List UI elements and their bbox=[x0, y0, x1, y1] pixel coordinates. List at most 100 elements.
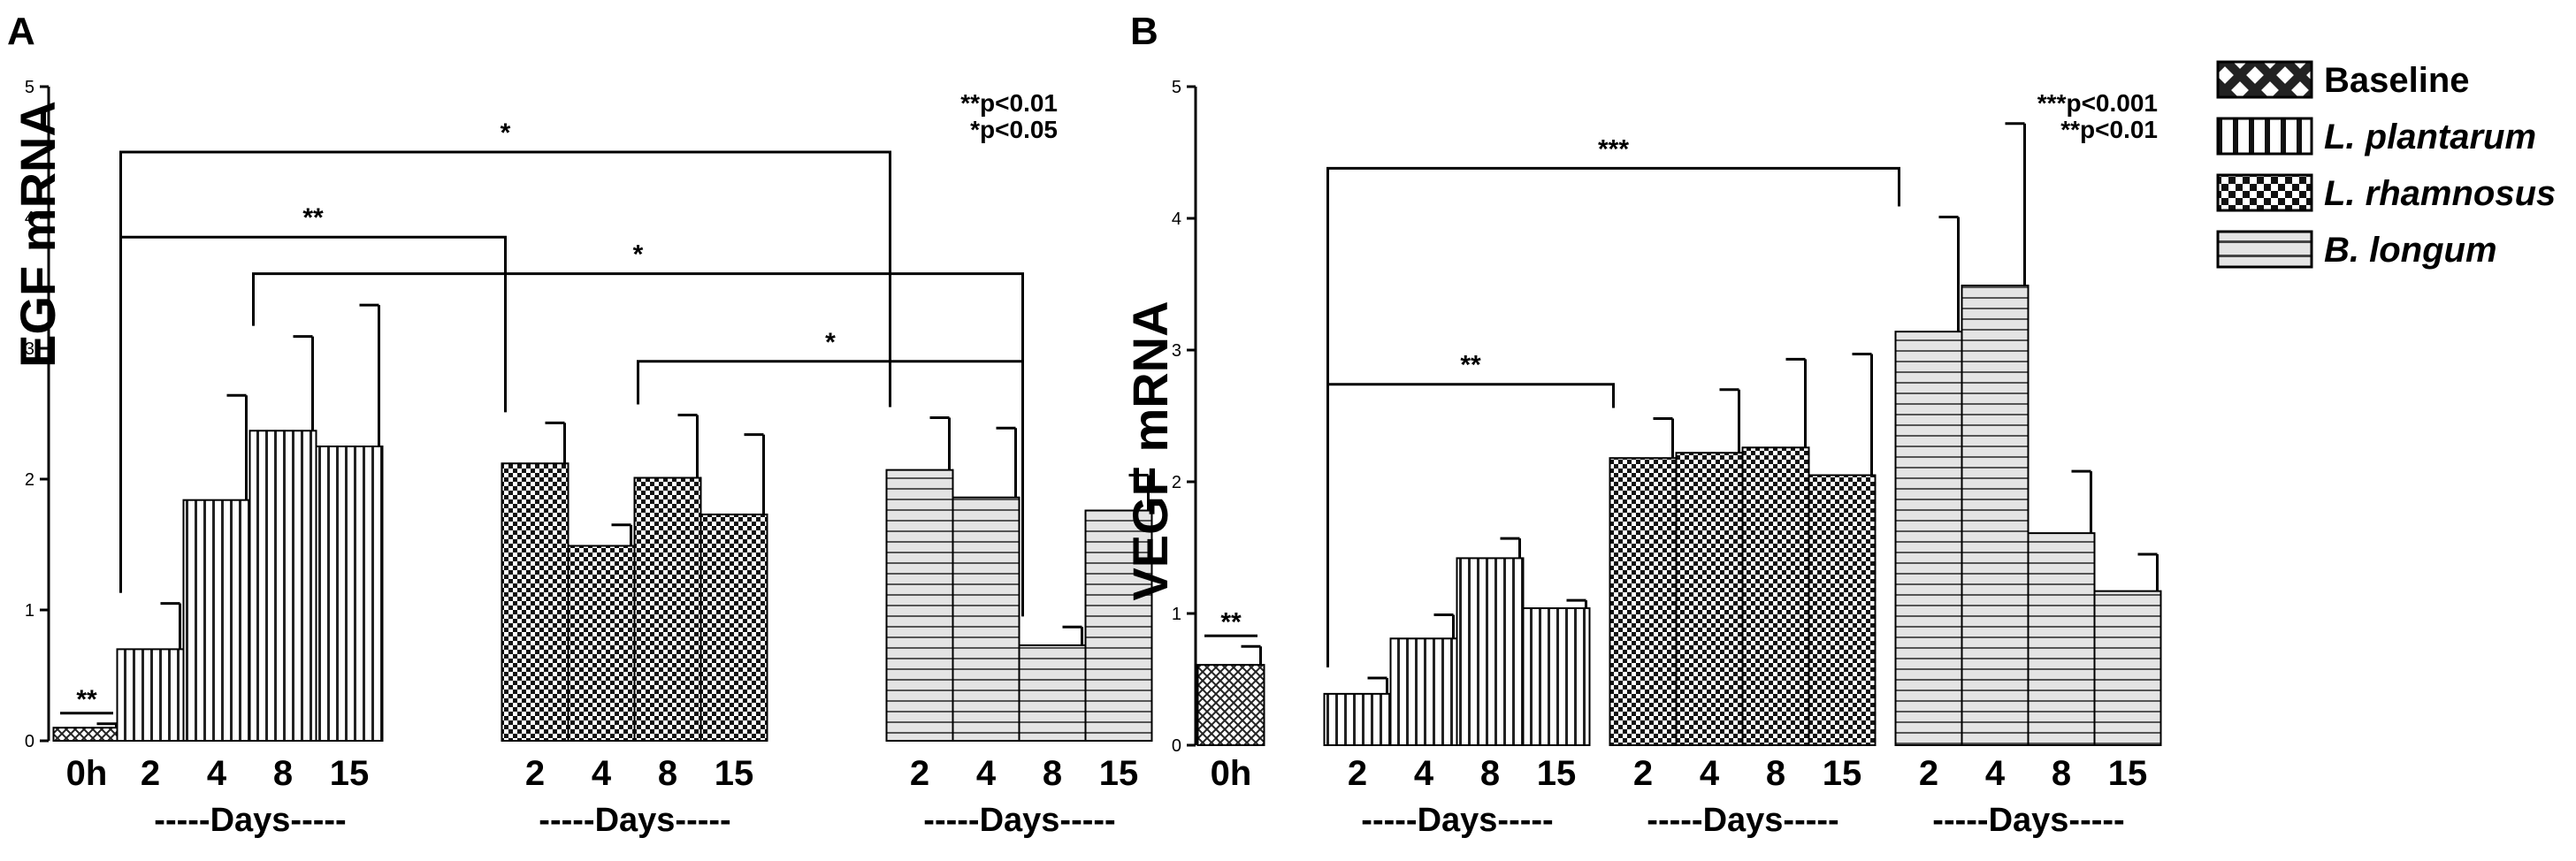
panel-a-significance: ******* bbox=[60, 118, 1024, 715]
panel-b-xtick-label: 2 bbox=[1919, 754, 1938, 793]
panel-b-xtick-label: 15 bbox=[1823, 754, 1862, 793]
panel-b-ytick-label: 3 bbox=[1172, 341, 1181, 361]
panel-a-ylabel: EGF mRNA bbox=[10, 101, 65, 368]
panel-a-pnote-1: **p<0.01 bbox=[960, 89, 1058, 117]
panel-b-xtick-label: 4 bbox=[1414, 754, 1434, 793]
panel-b-bar bbox=[2027, 532, 2096, 746]
panel-b-bar bbox=[1196, 664, 1265, 746]
panel-a-bars: 0h 2 4 8 15 2 4 8 15 2 4 8 15 -----Days----- -----Days… bbox=[52, 303, 1153, 839]
panel-b-bar bbox=[1609, 457, 1678, 746]
panel-a-days-label: -----Days----- bbox=[539, 802, 730, 839]
panel-a-ytick-label: 5 bbox=[25, 78, 34, 97]
panel-b-letter: B bbox=[1130, 10, 1158, 53]
panel-a-xtick-label: 4 bbox=[207, 754, 227, 793]
panel-a-ytick-label: 4 bbox=[25, 209, 34, 228]
panel-a-bar bbox=[248, 430, 317, 742]
panel-a-significance-label: * bbox=[501, 118, 511, 148]
panel-a-significance-label: * bbox=[633, 240, 644, 270]
panel-a-significance-bracket bbox=[637, 360, 1024, 617]
panel-b-xtick-label: 4 bbox=[1985, 754, 2006, 793]
panel-a-xtick-label: 8 bbox=[658, 754, 677, 793]
panel-a-bar bbox=[116, 648, 185, 743]
legend: Baseline L. plantarum L. rhamnosus B. lo… bbox=[2216, 60, 2556, 270]
panel-a-xtick-label: 15 bbox=[715, 754, 754, 793]
panel-b-bar bbox=[1741, 446, 1810, 746]
panel-a-xtick-label: 8 bbox=[273, 754, 293, 793]
panel-a-bar bbox=[633, 476, 702, 743]
panel-b-ytick-label: 1 bbox=[1172, 605, 1181, 624]
panel-a-xtick-label: 15 bbox=[330, 754, 370, 793]
panel-b-pnote-1: ***p<0.001 bbox=[2037, 89, 2158, 117]
panel-a-ytick-label: 1 bbox=[25, 601, 34, 621]
panel-a-significance-bracket bbox=[119, 235, 507, 593]
panel-b-significance-label: ** bbox=[1460, 351, 1481, 380]
panel-a-bar bbox=[501, 462, 569, 742]
panel-a-letter: A bbox=[7, 10, 35, 53]
panel-a-bar bbox=[315, 446, 384, 742]
panel-a-days-label: -----Days----- bbox=[154, 802, 346, 839]
panel-b-ytick-label: 5 bbox=[1172, 78, 1181, 97]
panel-a-bar bbox=[952, 496, 1020, 742]
panel-b-xtick-label: 15 bbox=[2108, 754, 2148, 793]
panel-a-ytick-label: 3 bbox=[25, 339, 34, 359]
panel-b-ylabel: VEGF mRNA bbox=[1122, 301, 1178, 600]
panel-b-days-label: -----Days----- bbox=[1932, 802, 2124, 839]
panel-a-xtick-label: 4 bbox=[592, 754, 612, 793]
legend-label-baseline: Baseline bbox=[2324, 61, 2470, 100]
panel-a-xtick-label: 2 bbox=[525, 754, 545, 793]
panel-b-xtick-label: 2 bbox=[1633, 754, 1653, 793]
panel-a-ytick-label: 0 bbox=[25, 732, 34, 751]
panel-a-xtick-label: 8 bbox=[1043, 754, 1062, 793]
panel-b-bar bbox=[1389, 637, 1458, 746]
panel-b-xtick-label: 4 bbox=[1700, 754, 1720, 793]
panel-b-xtick-label: 2 bbox=[1348, 754, 1367, 793]
panel-b-xtick-label: 8 bbox=[1480, 754, 1500, 793]
panel-b-bar bbox=[1961, 284, 2029, 746]
panel-b-ytick-label: 0 bbox=[1172, 736, 1181, 756]
panel-a-significance-label: ** bbox=[302, 203, 324, 232]
panel-b-axes: 0 1 2 3 4 5 bbox=[1172, 78, 1197, 756]
panel-a-bar bbox=[699, 513, 768, 743]
panel-b-bar bbox=[2093, 590, 2162, 746]
legend-label-plantarum: L. plantarum bbox=[2324, 118, 2536, 156]
panel-a-xtick-label: 0h bbox=[66, 754, 108, 793]
panel-b: B VEGF mRNA 0 1 2 3 4 5 0h 2 4 8 15 2 4 8 15 2 4 8 15 ----… bbox=[1122, 10, 2162, 839]
panel-a-bar bbox=[567, 545, 636, 742]
panel-b-baseline-marker: ** bbox=[1220, 607, 1242, 636]
panel-b-bar bbox=[1894, 331, 1963, 746]
panel-a-xtick-label: 2 bbox=[910, 754, 929, 793]
panel-a-pnote-2: *p<0.05 bbox=[970, 116, 1058, 143]
legend-label-longum: B. longum bbox=[2324, 231, 2497, 270]
panel-b-ytick-label: 2 bbox=[1172, 473, 1181, 492]
panel-a-bar bbox=[1018, 644, 1087, 743]
legend-swatch-plantarum bbox=[2216, 117, 2313, 156]
panel-b-bar bbox=[1675, 452, 1744, 746]
legend-swatch-rhamnosus bbox=[2216, 173, 2313, 212]
panel-b-ytick-label: 4 bbox=[1172, 210, 1181, 229]
panel-a: A EGF mRNA 0 1 2 3 4 5 0h 2 4 8 15 2 4 8 15 2 4 8 15 -----… bbox=[7, 10, 1153, 839]
legend-label-rhamnosus: L. rhamnosus bbox=[2324, 174, 2556, 213]
legend-swatch-baseline bbox=[2216, 60, 2313, 99]
panel-a-xtick-label: 15 bbox=[1099, 754, 1139, 793]
panel-b-bar bbox=[1522, 607, 1591, 746]
panel-b-days-label: -----Days----- bbox=[1647, 802, 1838, 839]
panel-a-bar bbox=[885, 469, 954, 742]
panel-a-days-label: -----Days----- bbox=[923, 802, 1115, 839]
legend-swatch-longum bbox=[2216, 230, 2313, 269]
panel-a-xtick-label: 4 bbox=[976, 754, 997, 793]
panel-a-xtick-label: 2 bbox=[141, 754, 160, 793]
panel-b-bar bbox=[1808, 474, 1877, 746]
panel-b-xtick-label: 8 bbox=[2052, 754, 2071, 793]
panel-a-ytick-label: 2 bbox=[25, 470, 34, 490]
panel-a-bar bbox=[1084, 509, 1153, 743]
panel-b-bar bbox=[1323, 692, 1392, 747]
panel-b-bar bbox=[1456, 557, 1525, 746]
panel-b-days-label: -----Days----- bbox=[1361, 802, 1553, 839]
panel-a-baseline-marker: ** bbox=[76, 685, 97, 714]
panel-a-axes: 0 1 2 3 4 5 bbox=[25, 78, 50, 751]
panel-a-significance-label: * bbox=[825, 328, 836, 357]
panel-a-bar bbox=[182, 499, 251, 742]
panel-b-bars: 0h 2 4 8 15 2 4 8 15 2 4 8 15 -----Days----- -----Days… bbox=[1196, 122, 2162, 839]
panel-b-pnote-2: **p<0.01 bbox=[2060, 116, 2158, 143]
